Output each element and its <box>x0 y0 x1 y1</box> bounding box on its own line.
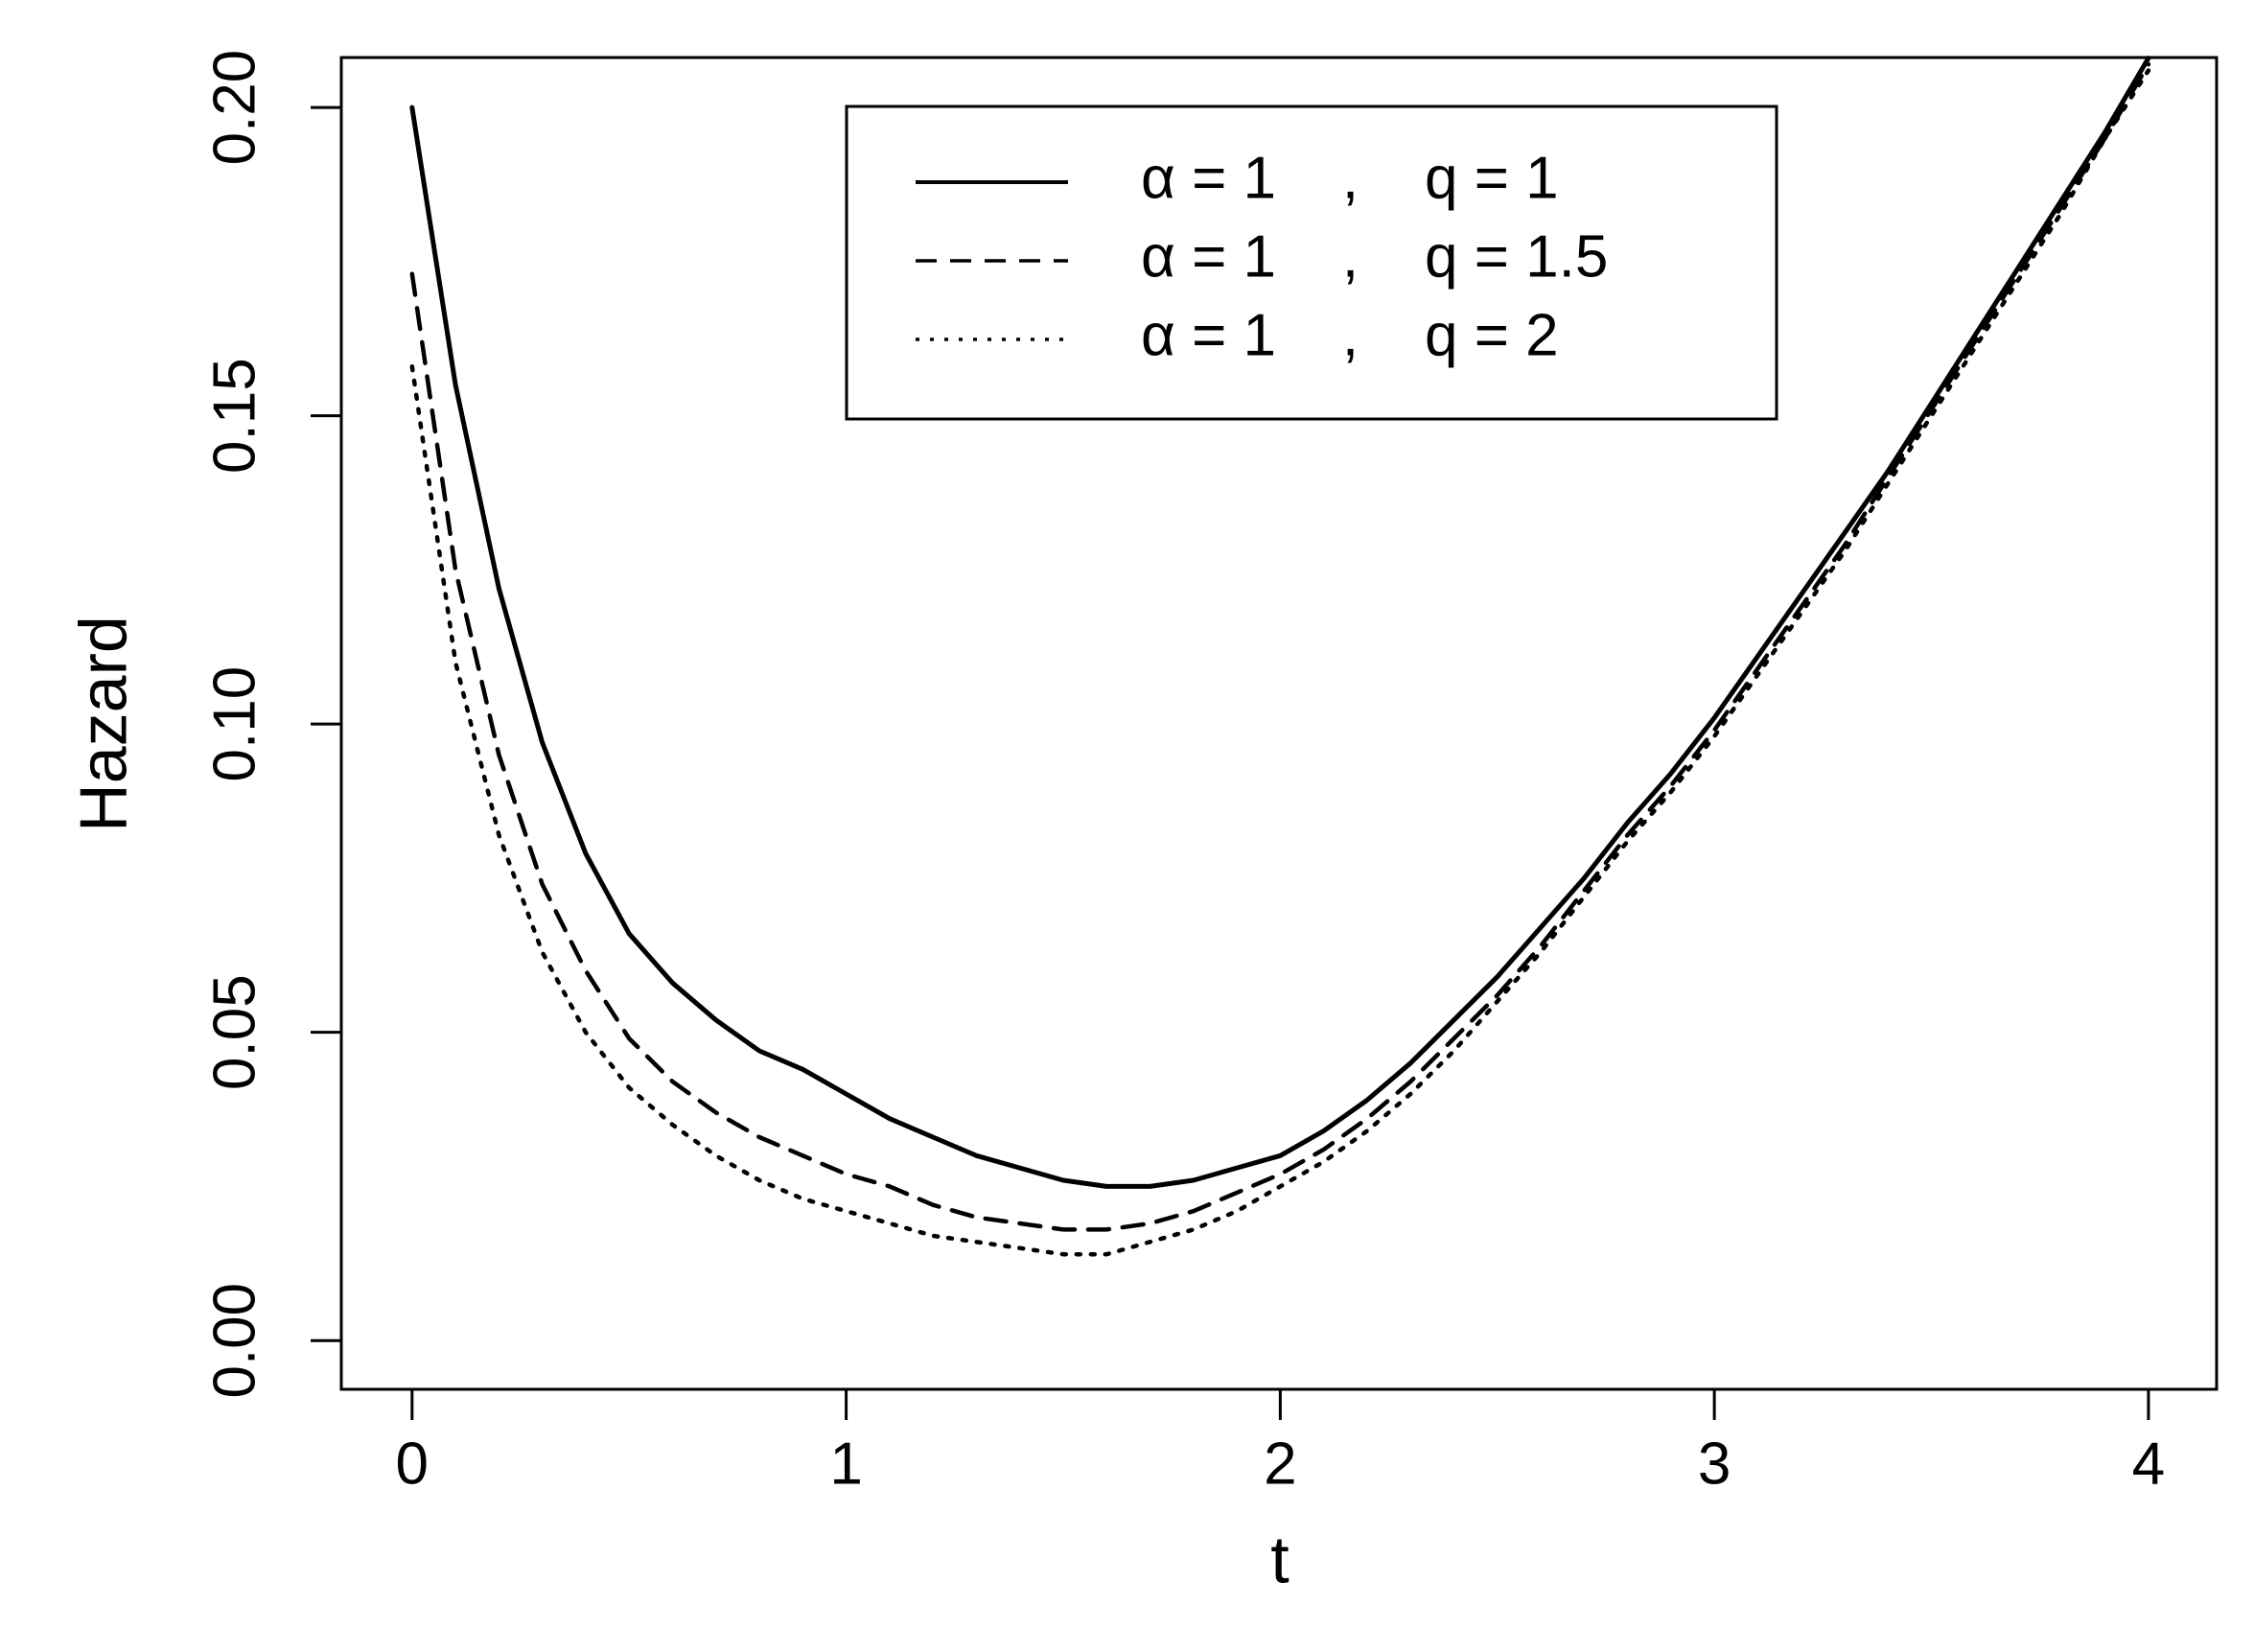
x-axis-title: t <box>1270 1522 1289 1596</box>
series-line <box>409 56 2151 1189</box>
x-tick-label: 2 <box>1264 1431 1296 1497</box>
x-tick-label: 4 <box>2132 1431 2165 1497</box>
y-axis-title: Hazard <box>65 616 140 832</box>
legend-label: α = 1 , q = 1.5 <box>1141 223 1608 290</box>
x-tick-label: 3 <box>1698 1431 1731 1497</box>
series-line <box>409 61 2151 1232</box>
series-line <box>409 68 2151 1257</box>
y-tick-label: 0.05 <box>201 974 267 1090</box>
y-tick-label: 0.15 <box>201 358 267 474</box>
y-tick-label: 0.00 <box>201 1283 267 1399</box>
x-tick-label: 0 <box>396 1431 429 1497</box>
legend-label: α = 1 , q = 2 <box>1141 302 1559 368</box>
legend-label: α = 1 , q = 1 <box>1141 145 1559 211</box>
x-tick-label: 1 <box>829 1431 862 1497</box>
y-tick-label: 0.10 <box>201 666 267 782</box>
legend-box <box>845 105 1778 421</box>
y-tick-label: 0.20 <box>201 50 267 166</box>
